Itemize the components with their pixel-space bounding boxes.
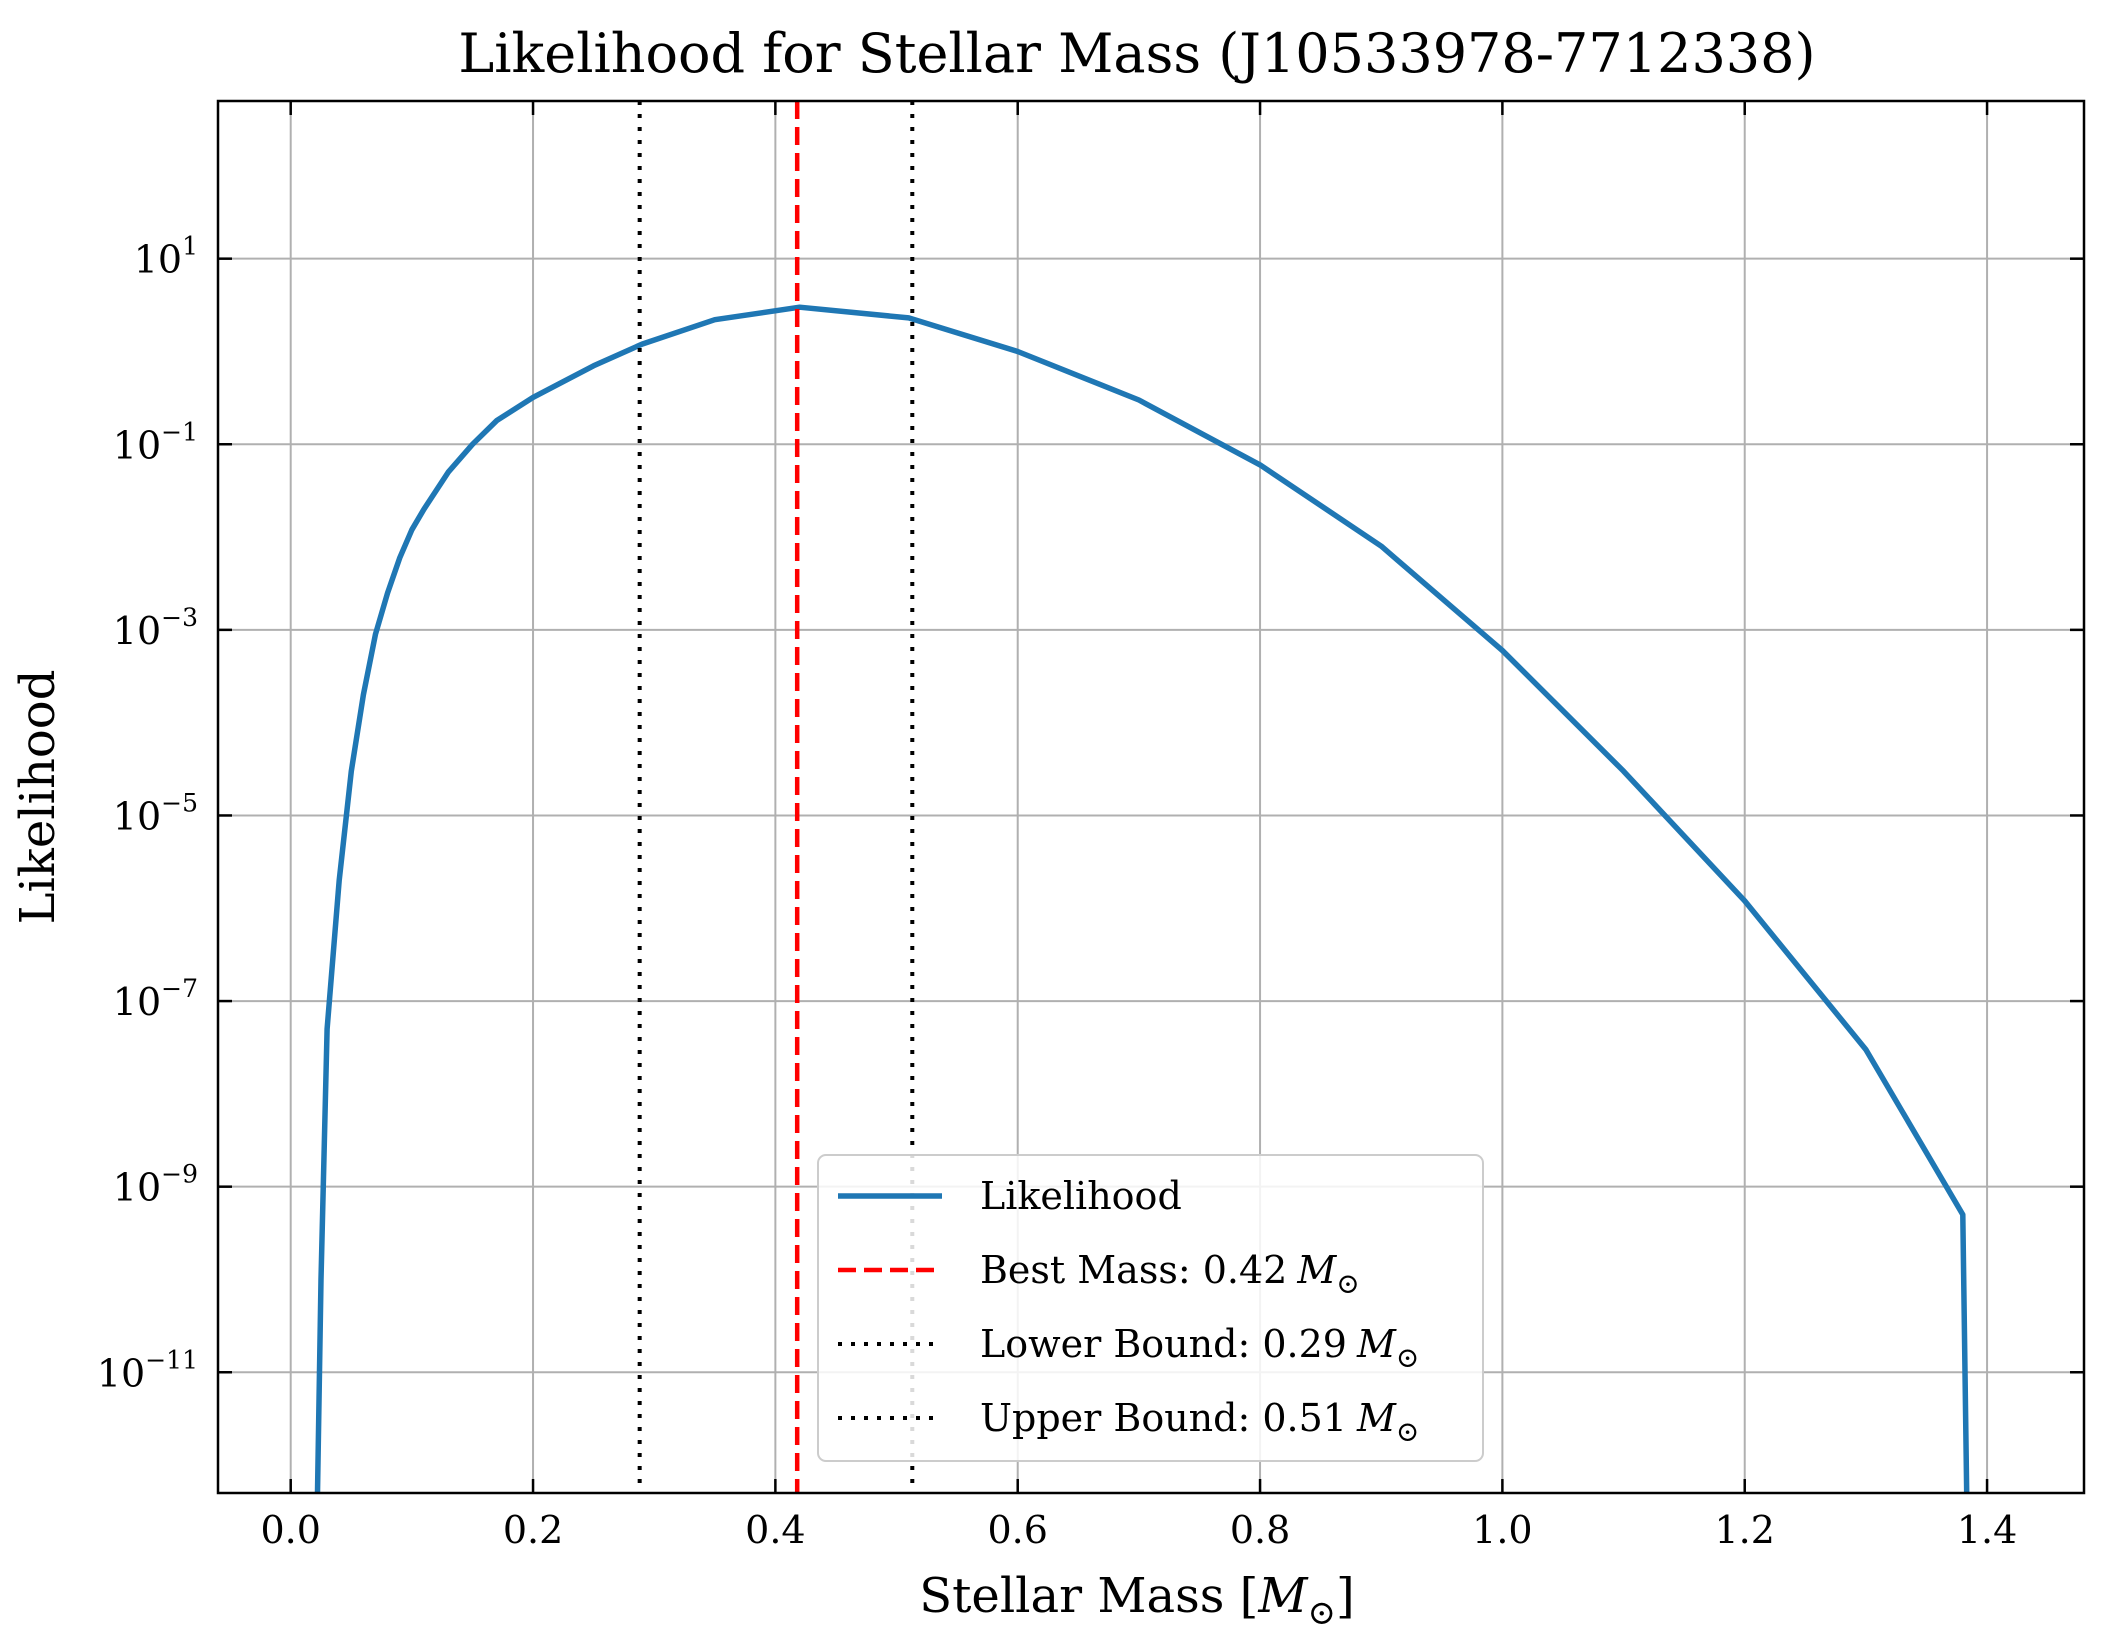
likelihood-series-line [314, 304, 1970, 1493]
y-tick-label: 10−11 [97, 1345, 198, 1395]
y-tick-exponent: −3 [161, 603, 198, 632]
legend-unit-sub: ⊙ [1396, 1341, 1419, 1374]
y-tick-label: 10−3 [113, 603, 198, 653]
legend-unit-symbol: M [1356, 1396, 1397, 1440]
y-tick-label: 101 [134, 232, 198, 282]
legend-label-text: Likelihood [980, 1174, 1182, 1218]
x-tick-label: 0.6 [987, 1508, 1047, 1552]
x-tick-label: 1.4 [1957, 1508, 2017, 1552]
y-tick-exponent: −11 [145, 1345, 198, 1374]
chart-title: Likelihood for Stellar Mass (J10533978-7… [458, 22, 1815, 85]
legend-label: Likelihood [980, 1174, 1182, 1218]
legend-entry-lower-bound: Lower Bound: 0.29 M⊙ [838, 1322, 1419, 1374]
plot-frame [216, 99, 2086, 1495]
x-axis-label-close: ] [1336, 1568, 1355, 1624]
y-tick-label: 10−7 [113, 974, 198, 1024]
x-tick-label: 0.4 [745, 1508, 805, 1552]
x-axis-unit-symbol: M [1257, 1568, 1309, 1624]
legend-label: Lower Bound: 0.29 M⊙ [980, 1322, 1419, 1374]
legend-unit-sub: ⊙ [1336, 1267, 1359, 1300]
legend-unit-symbol: M [1296, 1248, 1337, 1292]
y-tick-base: 10 [97, 1351, 145, 1395]
y-tick-exponent: −7 [161, 974, 198, 1003]
x-axis-label-text: Stellar Mass [ [919, 1568, 1258, 1624]
y-tick-label: 10−9 [113, 1160, 198, 1210]
axis-ticks: 0.0 0.2 0.4 0.6 0.8 1.0 1.2 1.410110−110−310−51… [97, 101, 2084, 1552]
y-tick-base: 10 [113, 423, 161, 467]
legend-entry-best-mass: Best Mass: 0.42 M⊙ [838, 1248, 1360, 1300]
legend-unit-symbol: M [1356, 1322, 1397, 1366]
legend-unit-sub: ⊙ [1396, 1415, 1419, 1448]
y-tick-base: 10 [113, 1166, 161, 1210]
x-tick-label: 0.0 [260, 1508, 320, 1552]
x-tick-label: 1.2 [1715, 1508, 1775, 1552]
y-tick-base: 10 [113, 794, 161, 838]
legend-entry-upper-bound: Upper Bound: 0.51 M⊙ [838, 1396, 1419, 1448]
legend-label-text: Upper Bound: 0.51 [980, 1396, 1347, 1440]
legend-entry-likelihood: Likelihood [838, 1174, 1182, 1218]
y-tick-exponent: 1 [182, 232, 198, 261]
legend-label: Upper Bound: 0.51 M⊙ [980, 1396, 1419, 1448]
y-axis-label: Likelihood [10, 670, 66, 925]
x-axis-unit-sub: ⊙ [1308, 1593, 1337, 1633]
legend-box [817, 1154, 1484, 1462]
y-tick-label: 10−1 [113, 417, 198, 467]
legend-label: Best Mass: 0.42 M⊙ [980, 1248, 1360, 1300]
legend-label-text: Lower Bound: 0.29 [980, 1322, 1347, 1366]
x-tick-label: 1.0 [1472, 1508, 1532, 1552]
y-tick-base: 10 [113, 609, 161, 653]
y-tick-base: 10 [113, 980, 161, 1024]
y-tick-exponent: −1 [161, 417, 198, 446]
y-tick-label: 10−5 [113, 788, 198, 838]
x-tick-label: 0.8 [1230, 1508, 1290, 1552]
y-tick-base: 10 [134, 238, 182, 282]
x-axis-label: Stellar Mass [M⊙] [919, 1568, 1355, 1633]
y-tick-exponent: −9 [161, 1160, 198, 1189]
y-tick-exponent: −5 [161, 788, 198, 817]
legend-label-text: Best Mass: 0.42 [980, 1248, 1287, 1292]
x-tick-label: 0.2 [503, 1508, 563, 1552]
